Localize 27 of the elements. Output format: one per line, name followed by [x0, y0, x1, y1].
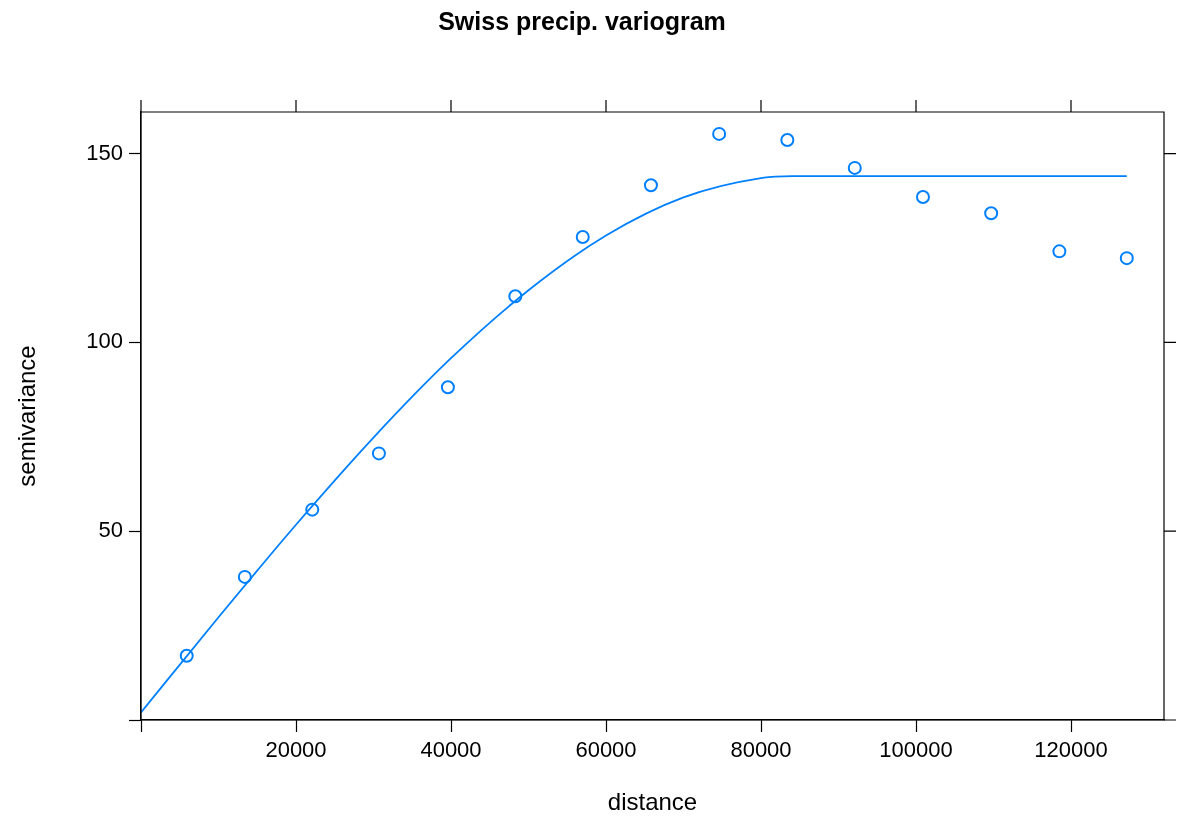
y-axis-title: semivariance — [13, 345, 41, 487]
point — [508, 289, 523, 304]
x-tick-label: 60000 — [575, 737, 637, 763]
point — [847, 160, 862, 175]
point — [643, 178, 658, 193]
point — [371, 446, 386, 461]
x-tick-label: 120000 — [1034, 737, 1108, 763]
chart-title: Swiss precip. variogram — [438, 6, 726, 35]
x-tick-label: 40000 — [420, 737, 482, 763]
point — [575, 230, 590, 244]
y-tick-label: 50 — [98, 517, 123, 543]
point — [305, 502, 320, 517]
point — [915, 189, 930, 204]
point — [179, 648, 194, 663]
x-tick-label: 20000 — [265, 737, 327, 763]
y-tick-label: 100 — [86, 328, 123, 354]
point — [1052, 244, 1067, 259]
x-tick-label: 100000 — [879, 737, 953, 763]
point — [780, 132, 795, 147]
x-tick-label: 80000 — [730, 737, 792, 763]
point — [237, 569, 252, 584]
point — [712, 126, 727, 141]
point — [1119, 251, 1134, 266]
x-axis-title: distance — [607, 788, 698, 816]
point — [984, 206, 999, 221]
point — [440, 380, 455, 395]
y-tick-label: 150 — [86, 139, 123, 165]
